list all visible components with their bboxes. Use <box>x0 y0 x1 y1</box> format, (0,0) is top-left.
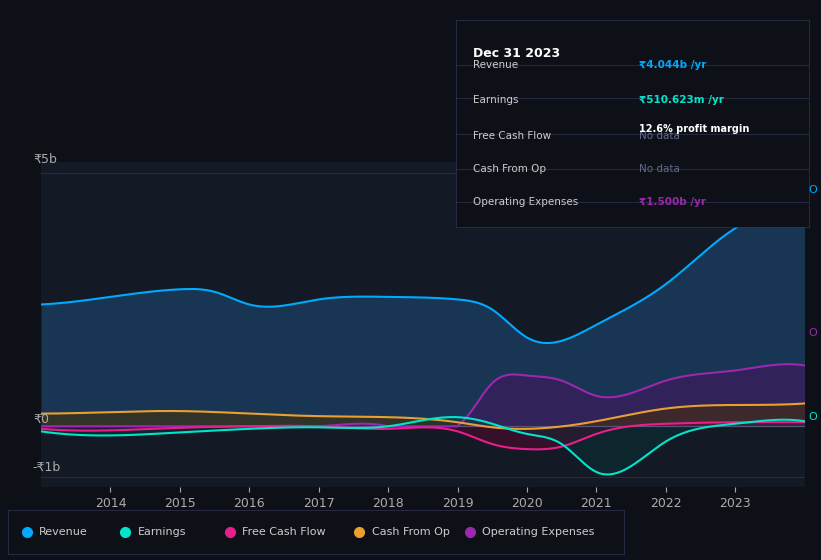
Text: O: O <box>809 412 818 422</box>
Text: Revenue: Revenue <box>39 527 88 537</box>
Text: No data: No data <box>640 164 680 174</box>
Text: ₹510.623m /yr: ₹510.623m /yr <box>640 95 724 105</box>
Text: Operating Expenses: Operating Expenses <box>483 527 594 537</box>
Text: Earnings: Earnings <box>474 95 519 105</box>
Text: O: O <box>809 185 818 195</box>
Text: Earnings: Earnings <box>138 527 186 537</box>
Text: ₹0: ₹0 <box>33 413 48 426</box>
Text: -₹1b: -₹1b <box>33 460 61 473</box>
Text: Free Cash Flow: Free Cash Flow <box>242 527 326 537</box>
Text: Operating Expenses: Operating Expenses <box>474 197 579 207</box>
Text: Dec 31 2023: Dec 31 2023 <box>474 46 561 59</box>
Text: Cash From Op: Cash From Op <box>372 527 449 537</box>
Text: No data: No data <box>640 130 680 141</box>
Text: ₹5b: ₹5b <box>33 152 57 165</box>
Text: Revenue: Revenue <box>474 60 518 70</box>
Text: ₹4.044b /yr: ₹4.044b /yr <box>640 60 707 70</box>
Text: Cash From Op: Cash From Op <box>474 164 546 174</box>
Text: ₹1.500b /yr: ₹1.500b /yr <box>640 197 706 207</box>
Text: O: O <box>809 328 818 338</box>
Text: 12.6% profit margin: 12.6% profit margin <box>640 124 750 134</box>
Text: Free Cash Flow: Free Cash Flow <box>474 130 552 141</box>
